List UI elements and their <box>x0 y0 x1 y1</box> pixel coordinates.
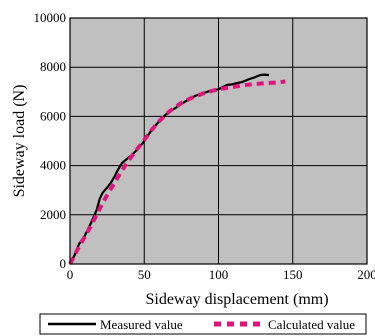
x-axis-label: Sideway displacement (mm) <box>145 291 328 308</box>
x-tick-label: 150 <box>283 267 303 282</box>
legend: Measured value Calculated value <box>39 313 367 335</box>
x-tick-label: 200 <box>357 267 375 282</box>
y-tick-label: 2000 <box>40 207 66 222</box>
x-tick-label: 100 <box>209 267 229 282</box>
series-layer <box>68 73 286 265</box>
series-line-calculated <box>68 79 286 265</box>
x-tick-label: 50 <box>138 267 151 282</box>
y-axis-label: Sideway load (N) <box>11 85 28 198</box>
legend-label-measured: Measured value <box>100 317 183 332</box>
legend-box <box>39 313 367 335</box>
plot-frame <box>69 17 368 265</box>
x-tick-label: 0 <box>67 267 74 282</box>
y-tick-label: 4000 <box>40 158 66 173</box>
y-tick-label: 8000 <box>40 59 66 74</box>
y-tick-label: 0 <box>60 256 67 271</box>
legend-label-calculated: Calculated value <box>268 317 355 332</box>
y-tick-label: 10000 <box>34 10 67 25</box>
x-tick-labels: 0 50 100 150 200 <box>67 267 375 282</box>
y-tick-labels: 0 2000 4000 6000 8000 10000 <box>34 10 67 271</box>
y-tick-label: 6000 <box>40 108 66 123</box>
